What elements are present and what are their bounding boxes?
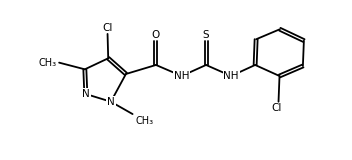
Text: Cl: Cl (102, 23, 113, 33)
Text: CH₃: CH₃ (38, 58, 56, 68)
Text: N: N (82, 89, 90, 99)
Text: O: O (152, 30, 160, 40)
Text: CH₃: CH₃ (135, 116, 153, 126)
Text: NH: NH (224, 71, 239, 81)
Text: S: S (203, 30, 209, 40)
Text: N: N (107, 97, 115, 107)
Text: Cl: Cl (272, 103, 282, 113)
Text: NH: NH (174, 71, 189, 81)
